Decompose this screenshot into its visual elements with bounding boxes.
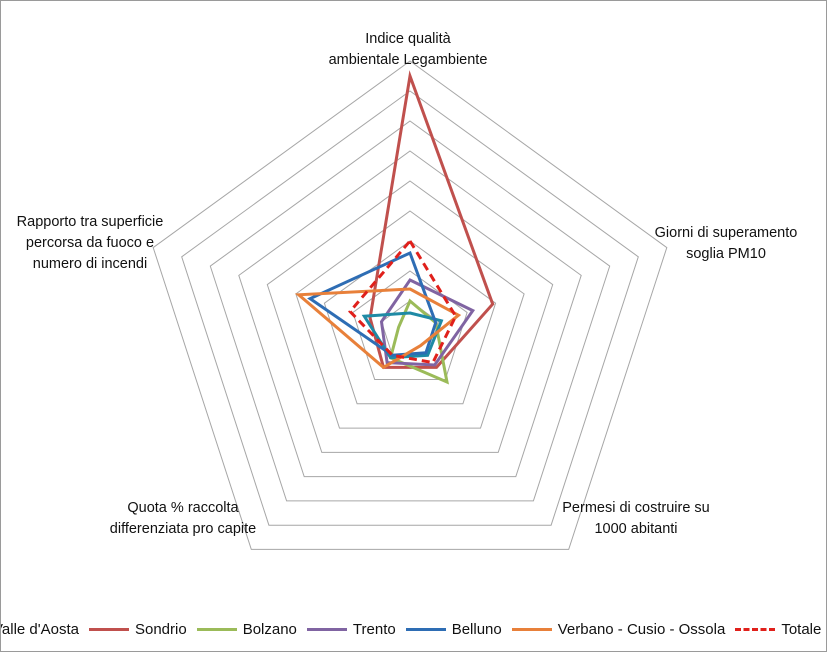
axis-label-line: differenziata pro capite [109,521,257,537]
legend-label: Totale [781,620,822,638]
axis-label-separate-collection: Quota % raccolta differenziata pro capit… [83,498,283,540]
axis-label-pm10-days: Giorni di superamento soglia PM10 [631,223,821,265]
legend-item-bolzano: Bolzano [196,620,297,638]
axis-label-fire-ratio: Rapporto tra superficie percorsa da fuoc… [1,212,179,275]
grid-ring [181,90,639,526]
axis-label-line: Giorni di superamento [654,225,798,241]
legend-label: Valle d'Aosta [0,620,79,638]
legend-item-trento: Trento [306,620,396,638]
legend-label: Bolzano [242,620,297,638]
chart-legend: Valle d'Aosta Sondrio Bolzano Trento Bel… [0,618,826,640]
axis-label-line: soglia PM10 [686,246,766,262]
legend-label: Sondrio [134,620,187,638]
series-line-sondrio [368,70,495,369]
axis-label-line: Permesi di costruire su [562,500,710,516]
legend-item-totale: Totale [735,621,821,638]
axis-label-line: numero di incendi [32,256,148,272]
axis-label-building-permits: Permesi di costruire su 1000 abitanti [541,498,731,540]
legend-item-valle-daosta: Valle d'Aosta [0,620,79,638]
legend-item-verbano-cusio-ossola: Verbano - Cusio - Ossola [511,620,726,638]
axis-label-line: ambientale Legambiente [328,52,488,68]
radar-series [294,70,495,385]
legend-item-belluno: Belluno [405,620,502,638]
radar-grid [152,60,668,550]
axis-label-line: Rapporto tra superficie [16,214,164,230]
legend-swatch [306,627,347,631]
legend-swatch [511,627,552,631]
grid-ring [209,120,611,502]
grid-ring [295,210,525,429]
series-line-totale [348,238,458,365]
axis-label-line: Indice qualità [365,31,451,47]
legend-label: Belluno [451,620,502,638]
grid-ring [266,180,554,453]
grid-ring [152,60,668,550]
legend-swatch [735,627,776,631]
axis-label-line: percorsa da fuoco e [25,235,155,251]
legend-label: Verbano - Cusio - Ossola [557,620,726,638]
axis-label-line: Quota % raccolta [127,500,239,516]
legend-swatch [88,627,129,631]
grid-ring [352,270,468,380]
legend-swatch [405,627,446,631]
grid-ring [238,150,582,478]
axis-label-air-quality-index: Indice qualità ambientale Legambiente [308,29,508,71]
legend-item-sondrio: Sondrio [88,620,187,638]
legend-label: Trento [352,620,396,638]
axis-label-line: 1000 abitanti [594,521,678,537]
legend-swatch [196,627,237,631]
series-line-belluno [361,311,444,360]
